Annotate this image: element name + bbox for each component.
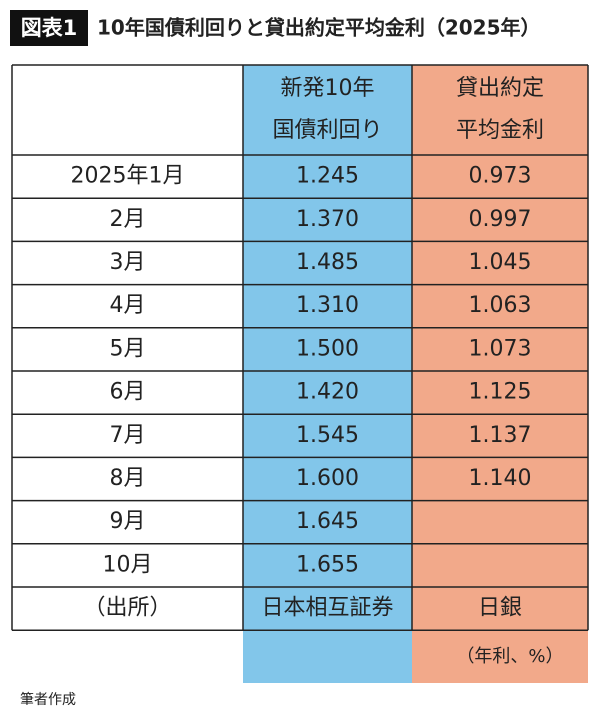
- footnote: 筆者作成: [20, 692, 76, 708]
- row-label: 4月: [110, 293, 146, 318]
- header-cell: 平均金利: [456, 118, 544, 143]
- table-cell: 1.245: [296, 164, 359, 189]
- table-cell: 1.545: [296, 423, 359, 448]
- row-label: 5月: [110, 336, 146, 361]
- title-badge: [10, 10, 88, 46]
- table-cell: 1.310: [296, 293, 359, 318]
- row-label: 7月: [110, 423, 146, 448]
- table-cell: 1.063: [469, 293, 532, 318]
- row-label: 8月: [110, 466, 146, 491]
- unit-note: （年利、%）: [456, 646, 563, 667]
- table-cell: 1.420: [296, 380, 359, 405]
- table-cell: 日銀: [478, 596, 522, 621]
- row-label: 2025年1月: [71, 164, 185, 189]
- table-cell: 0.973: [469, 164, 532, 189]
- table-cell: 1.600: [296, 466, 359, 491]
- row-label: 6月: [110, 380, 146, 405]
- table-cell: 1.125: [469, 380, 532, 405]
- table-cell: 1.645: [296, 509, 359, 534]
- row-label: 9月: [110, 509, 146, 534]
- table-cell: 1.500: [296, 336, 359, 361]
- row-label: 10月: [103, 552, 153, 577]
- table-cell: 1.370: [296, 207, 359, 232]
- row-label: （出所）: [83, 596, 171, 621]
- title-text: 10年国債利回りと貸出約定平均金利（2025年）: [97, 16, 541, 40]
- column-bg-loan: [412, 65, 588, 683]
- table-cell: 1.137: [469, 423, 532, 448]
- row-label: 3月: [110, 250, 146, 275]
- title-label: 図表1: [21, 16, 78, 40]
- row-label: 2月: [110, 207, 146, 232]
- table-cell: 1.485: [296, 250, 359, 275]
- table-cell: 0.997: [469, 207, 532, 232]
- header-cell: 新発10年: [281, 76, 375, 101]
- table-cell: 1.073: [469, 336, 532, 361]
- column-bg-jgb: [243, 65, 412, 683]
- table-cell: 1.140: [469, 466, 532, 491]
- header-cell: 貸出約定: [456, 76, 544, 101]
- header-cell: 国債利回り: [272, 118, 382, 143]
- table-cell: 日本相互証券: [261, 596, 393, 621]
- table-cell: 1.045: [469, 250, 532, 275]
- table-cell: 1.655: [296, 552, 359, 577]
